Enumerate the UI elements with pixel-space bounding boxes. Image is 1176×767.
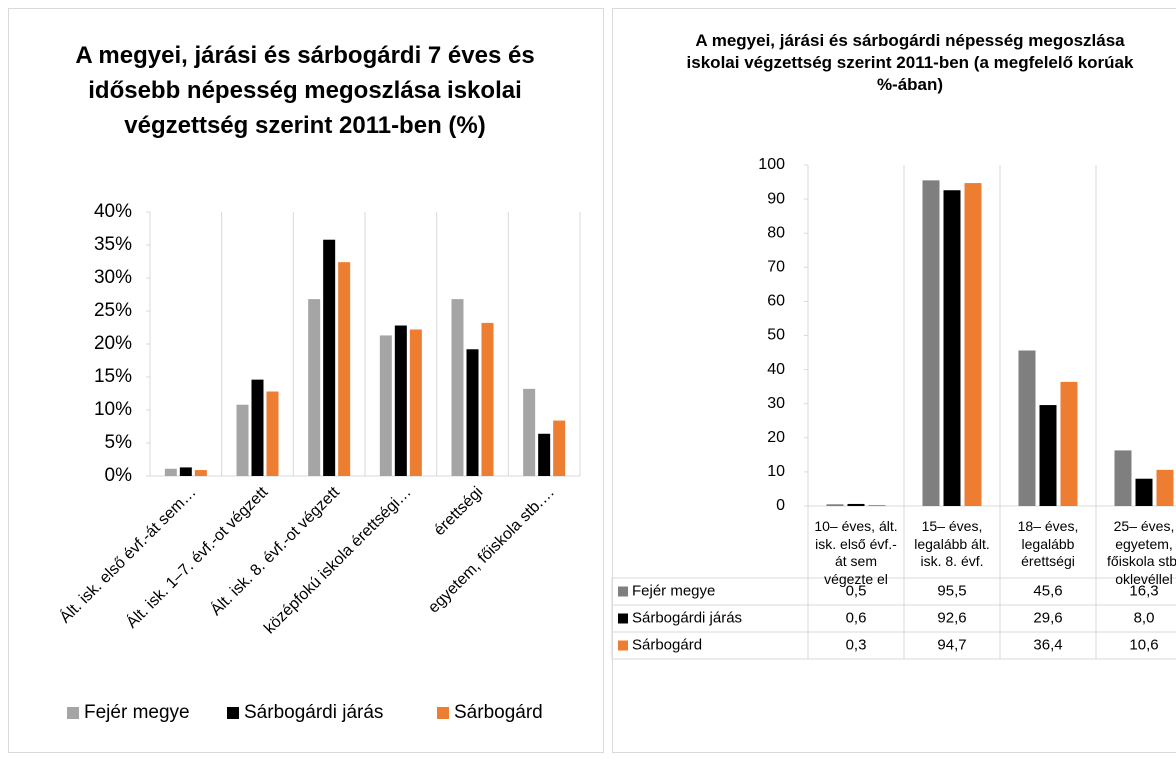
y-tick-label: 5% (105, 432, 133, 453)
table-value: 29,6 (1033, 609, 1062, 626)
chart-title: A megyei, járási és sárbogárdi népesség … (686, 31, 1134, 94)
y-tick-label: 30 (767, 395, 785, 412)
bar (1114, 450, 1132, 506)
chart-title: A megyei, járási és sárbogárdi 7 éves és… (75, 42, 535, 139)
legend-key (67, 707, 79, 719)
y-tick-label: 50 (767, 327, 785, 344)
y-tick-label: 20% (94, 333, 132, 354)
legend-label: Sárbogárd (454, 702, 543, 723)
y-tick-label: 15% (94, 366, 132, 387)
y-tick-label: 40% (94, 201, 132, 222)
legend-key (618, 640, 628, 651)
table-value: 10,6 (1129, 636, 1158, 653)
x-tick-label: 10– éves, ált. isk. első évf.-át sem vég… (814, 518, 898, 587)
bar (1060, 381, 1078, 506)
table-value: 0,6 (846, 609, 867, 626)
bar (964, 183, 982, 506)
bar (308, 299, 321, 476)
bar (868, 504, 886, 506)
legend-label: Fejér megye (84, 702, 190, 723)
y-tick-label: 100 (758, 156, 785, 173)
bar (847, 503, 865, 506)
y-tick-label: 40 (767, 361, 785, 378)
legend-label: Fejér megye (632, 582, 715, 599)
x-tick-label: 25– éves, egyetem, főiskola stb. oklevél… (1107, 518, 1176, 587)
table-value: 92,6 (937, 609, 966, 626)
table-value: 0,3 (846, 636, 867, 653)
x-tick-label: 15– éves, legalább ált. isk. 8. évf. (914, 518, 990, 569)
bar (164, 468, 177, 476)
bar (1156, 469, 1174, 506)
y-tick-label: 0% (105, 465, 133, 486)
bar (236, 404, 249, 476)
table-value: 95,5 (937, 582, 966, 599)
bar (1018, 350, 1036, 506)
bar (451, 299, 464, 476)
legend-key (437, 707, 449, 719)
bar (251, 379, 264, 476)
bar (466, 349, 479, 476)
bar (266, 391, 279, 476)
legend-label: Sárbogárdi járás (632, 609, 742, 626)
y-tick-label: 80 (767, 224, 785, 241)
bar (1039, 405, 1057, 506)
bar (523, 388, 536, 476)
bar (922, 180, 940, 506)
panel (8, 8, 604, 753)
y-tick-label: 30% (94, 267, 132, 288)
bar (409, 329, 422, 476)
legend-key (618, 613, 628, 624)
bar (323, 239, 336, 476)
legend-label: Sárbogárd (632, 636, 702, 653)
bar (379, 335, 392, 476)
y-tick-label: 0 (776, 497, 785, 514)
table-value: 94,7 (937, 636, 966, 653)
table-value: 0,5 (846, 582, 867, 599)
y-tick-label: 90 (767, 190, 785, 207)
bar (338, 262, 351, 476)
bar (943, 190, 961, 506)
panel (612, 8, 1176, 753)
table-value: 16,3 (1129, 582, 1158, 599)
table-value: 8,0 (1134, 609, 1155, 626)
legend-label: Sárbogárdi járás (244, 702, 383, 723)
y-tick-label: 10 (767, 463, 785, 480)
y-tick-label: 10% (94, 399, 132, 420)
bar (194, 470, 207, 476)
y-tick-label: 25% (94, 300, 132, 321)
legend-key (227, 707, 239, 719)
x-tick-label: 18– éves, legalább érettségi (1017, 518, 1079, 569)
bar (179, 467, 192, 476)
legend-key (618, 586, 628, 597)
bar (826, 504, 844, 506)
table-value: 45,6 (1033, 582, 1062, 599)
bar (481, 322, 494, 476)
table-value: 36,4 (1033, 636, 1062, 653)
bar (1135, 478, 1153, 506)
y-tick-label: 20 (767, 429, 785, 446)
bar (394, 325, 407, 476)
bar (553, 420, 566, 476)
y-tick-label: 70 (767, 259, 785, 276)
bar (538, 433, 551, 476)
y-tick-label: 60 (767, 293, 785, 310)
y-tick-label: 35% (94, 234, 132, 255)
